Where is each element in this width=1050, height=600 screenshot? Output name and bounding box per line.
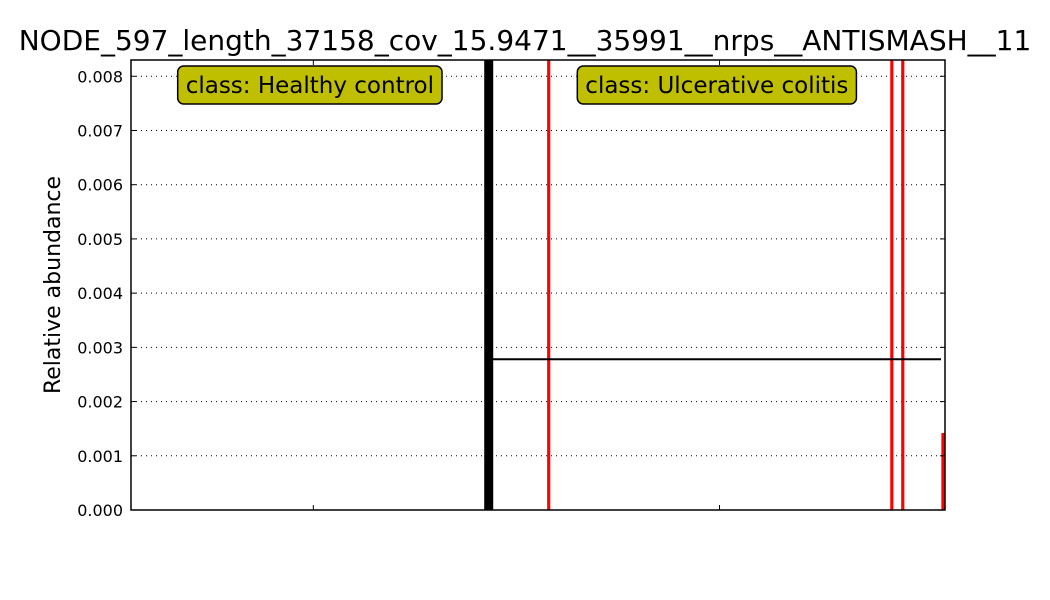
y-tick-label: 0.002 [77, 393, 123, 412]
y-tick-label: 0.007 [77, 121, 123, 140]
y-tick-label: 0.006 [77, 176, 123, 195]
class-labels: class: Healthy control class: Ulcerative … [176, 65, 858, 105]
plot-frame [130, 59, 946, 511]
axes: 0.000 0.001 0.002 0.003 0.004 0.005 0.006 0.007… [77, 59, 946, 520]
bar [901, 60, 905, 510]
bar [890, 60, 894, 510]
y-tick-label: 0.001 [77, 447, 123, 466]
bar [547, 60, 551, 510]
bar [941, 433, 945, 510]
class-label-box: class: Healthy control [176, 65, 443, 105]
class-label-box: class: Ulcerative colitis [576, 65, 858, 105]
grid-lines [131, 75, 945, 511]
class-label-text: class: Ulcerative colitis [585, 73, 848, 99]
y-axis-label: Relative abundance [41, 176, 66, 394]
y-tick-label: 0.004 [77, 284, 123, 303]
bars-group [484, 60, 945, 510]
class-label-box-bg [176, 65, 443, 105]
class-label-text: class: Healthy control [186, 73, 434, 99]
chart-title: NODE_597_length_37158_cov_15.9471__35991… [19, 24, 1032, 57]
y-tick-label: 0.003 [77, 338, 123, 357]
y-tick-label: 0.005 [77, 230, 123, 249]
y-tick-label: 0.000 [77, 501, 123, 520]
class-label-box-bg [576, 65, 858, 105]
y-tick-label: 0.008 [77, 67, 123, 86]
